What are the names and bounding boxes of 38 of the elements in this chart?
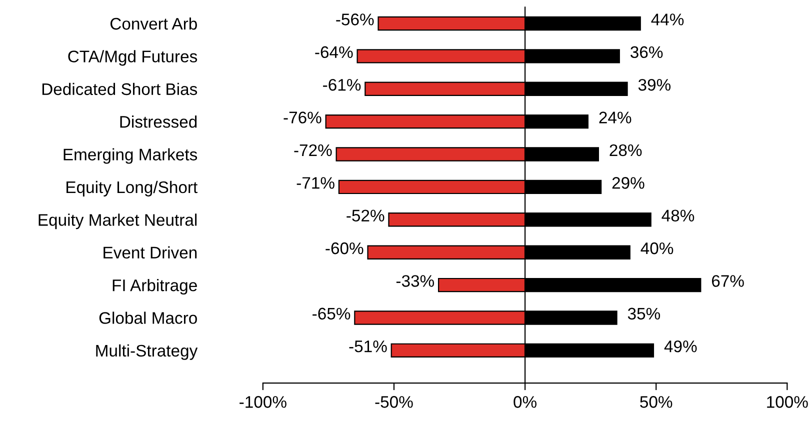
- data-label: -72%: [294, 144, 332, 156]
- y-tick-label: Multi-Strategy: [96, 344, 198, 360]
- y-tick-label: Dedicated Short Bias: [42, 82, 198, 96]
- data-label: -56%: [336, 14, 374, 26]
- y-tick-label: Convert Arb: [110, 17, 197, 30]
- data-label: 39%: [638, 78, 671, 91]
- data-label: 49%: [664, 340, 697, 352]
- data-label: 44%: [651, 14, 684, 26]
- data-label: 28%: [610, 144, 642, 156]
- x-tick-label: -100%: [240, 396, 286, 408]
- data-label: 48%: [662, 210, 694, 222]
- data-label: -52%: [346, 210, 384, 222]
- x-tick-label: 100%: [767, 396, 808, 408]
- y-tick-label: Emerging Markets: [64, 148, 198, 164]
- data-label: -76%: [284, 112, 322, 124]
- data-label: -60%: [326, 242, 364, 254]
- y-tick-label: CTA/Mgd Futures: [68, 50, 198, 66]
- x-tick-label: -50%: [375, 396, 413, 408]
- data-label: 29%: [612, 177, 644, 189]
- x-tick-label: 50%: [640, 396, 672, 408]
- y-tick-label: Equity Long/Short: [66, 180, 198, 196]
- data-label: 40%: [640, 242, 674, 254]
- x-tick-label: 0%: [514, 396, 536, 408]
- data-label: 36%: [630, 46, 663, 58]
- y-tick-label: FI Arbitrage: [112, 278, 197, 295]
- data-label: 24%: [599, 112, 632, 124]
- data-label: -65%: [312, 308, 350, 320]
- y-tick-label: Equity Market Neutral: [38, 214, 197, 230]
- data-label: 67%: [712, 275, 744, 287]
- data-label: -51%: [349, 340, 387, 352]
- data-label: 35%: [628, 308, 660, 320]
- data-label: -64%: [315, 46, 353, 58]
- data-label: -71%: [296, 177, 334, 189]
- data-label: -61%: [323, 78, 361, 91]
- y-tick-label: Distressed: [120, 116, 197, 128]
- y-tick-label: Global Macro: [99, 312, 197, 324]
- data-label: -33%: [396, 275, 434, 287]
- y-tick-label: Event Driven: [104, 246, 197, 259]
